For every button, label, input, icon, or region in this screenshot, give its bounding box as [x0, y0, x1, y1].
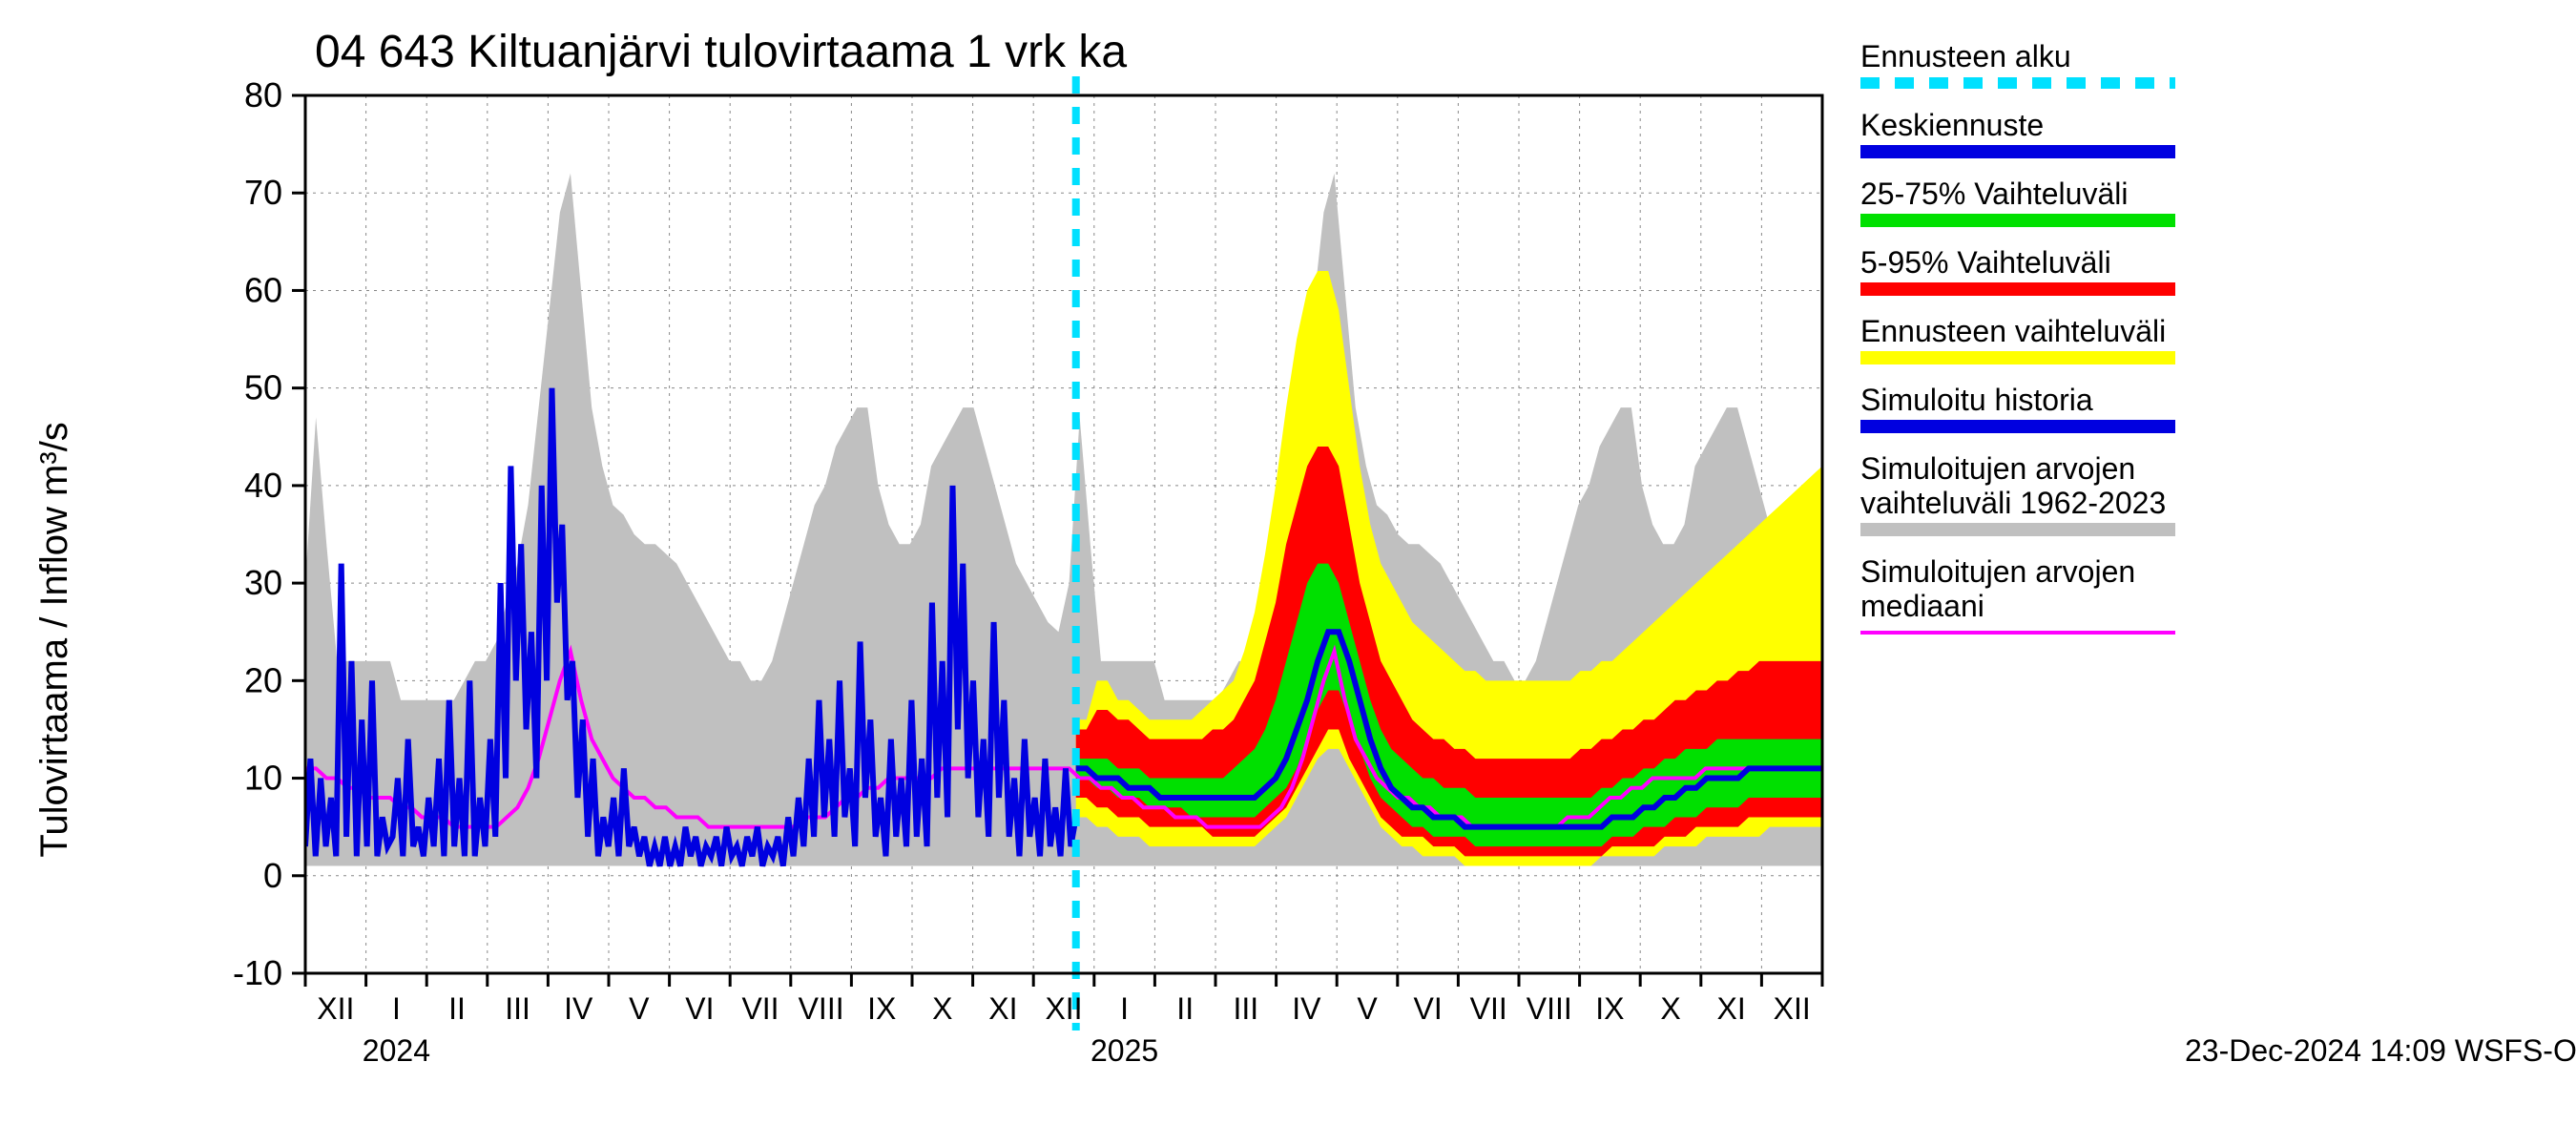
y-axis-label: Tulovirtaama / Inflow m³/s [33, 422, 75, 857]
chart-svg: -1001020304050607080XIIIIIIIIIVVVIVIIVII… [0, 0, 2576, 1145]
x-month-label: IX [1595, 991, 1624, 1026]
legend-label: vaihteluväli 1962-2023 [1860, 486, 2166, 520]
x-month-label: XI [988, 991, 1017, 1026]
x-month-label: VI [1413, 991, 1442, 1026]
legend-label: Simuloitujen arvojen [1860, 451, 2135, 486]
y-tick-label: -10 [233, 953, 282, 992]
y-tick-label: 10 [244, 759, 282, 798]
legend-label: Simuloitu historia [1860, 383, 2093, 417]
y-tick-label: 70 [244, 173, 282, 212]
legend-label: Simuloitujen arvojen [1860, 554, 2135, 589]
legend-label: mediaani [1860, 589, 1984, 623]
x-month-label: IX [867, 991, 896, 1026]
legend-label: 5-95% Vaihteluväli [1860, 245, 2111, 280]
legend-label: 25-75% Vaihteluväli [1860, 177, 2128, 211]
x-month-label: I [1120, 991, 1129, 1026]
x-month-label: III [505, 991, 530, 1026]
x-month-label: II [448, 991, 466, 1026]
legend-swatch [1860, 214, 2175, 227]
y-tick-label: 80 [244, 75, 282, 114]
legend-swatch [1860, 351, 2175, 364]
x-month-label: VIII [1527, 991, 1572, 1026]
y-tick-label: 60 [244, 270, 282, 309]
x-month-label: V [629, 991, 650, 1026]
legend-swatch [1860, 282, 2175, 296]
x-month-label: I [392, 991, 401, 1026]
legend-swatch [1860, 420, 2175, 433]
x-year-label: 2025 [1091, 1033, 1158, 1068]
x-month-label: III [1233, 991, 1258, 1026]
x-month-label: VII [1470, 991, 1507, 1026]
x-month-label: X [1660, 991, 1680, 1026]
legend-label: Ennusteen alku [1860, 39, 2071, 73]
x-month-label: II [1176, 991, 1194, 1026]
y-tick-label: 50 [244, 368, 282, 407]
x-month-label: VII [741, 991, 779, 1026]
x-year-label: 2024 [363, 1033, 430, 1068]
x-month-label: X [932, 991, 952, 1026]
x-month-label: XII [1045, 991, 1082, 1026]
chart-title: 04 643 Kiltuanjärvi tulovirtaama 1 vrk k… [315, 27, 1127, 77]
y-tick-label: 30 [244, 563, 282, 602]
x-month-label: IV [1292, 991, 1321, 1026]
x-month-label: V [1357, 991, 1378, 1026]
y-tick-label: 20 [244, 660, 282, 699]
x-month-label: XII [1774, 991, 1811, 1026]
legend-label: Keskiennuste [1860, 108, 2044, 142]
legend-swatch [1860, 523, 2175, 536]
y-tick-label: 0 [263, 856, 282, 895]
y-tick-label: 40 [244, 466, 282, 505]
chart-footer: 23-Dec-2024 14:09 WSFS-O [2185, 1033, 2576, 1068]
legend-swatch [1860, 145, 2175, 158]
x-month-label: IV [564, 991, 593, 1026]
x-month-label: VIII [799, 991, 844, 1026]
x-month-label: XII [317, 991, 354, 1026]
x-month-label: XI [1716, 991, 1745, 1026]
x-month-label: VI [685, 991, 714, 1026]
legend-label: Ennusteen vaihteluväli [1860, 314, 2166, 348]
hydrograph-chart: -1001020304050607080XIIIIIIIIIVVVIVIIVII… [0, 0, 2576, 1145]
